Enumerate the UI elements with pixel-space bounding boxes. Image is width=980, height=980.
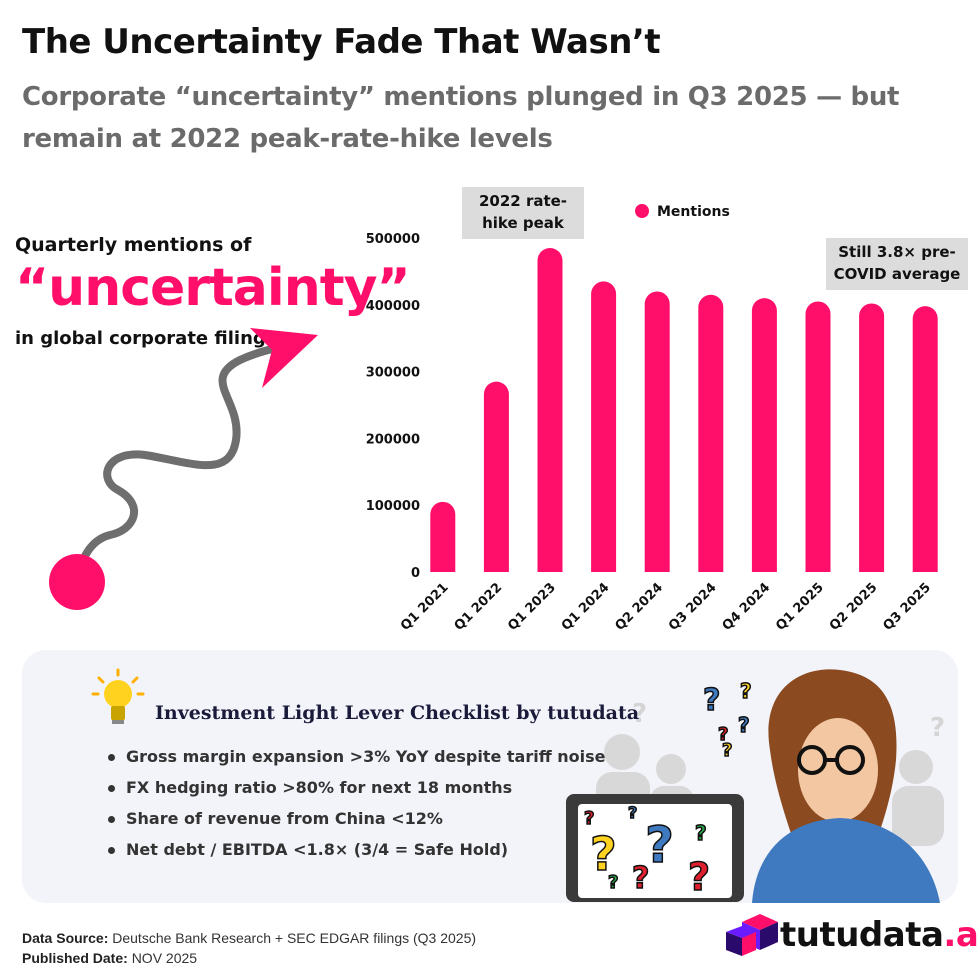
brand-suffix: .ai [943, 915, 980, 955]
bar [751, 298, 777, 572]
bar [805, 301, 831, 572]
bar [483, 381, 509, 572]
y-tick-label: 400000 [366, 299, 420, 314]
annotation-background [462, 187, 584, 239]
data-source-label: Data Source: [22, 930, 109, 946]
published-date-label: Published Date: [22, 950, 128, 966]
bar [537, 248, 563, 572]
annotation-text: hike peak [482, 214, 565, 232]
x-axis: Q1 2021 Q1 2022 Q1 2023 Q1 2024 Q2 2024 Q3 20… [398, 580, 934, 634]
annotation-box: 2022 rate-hike peak [462, 187, 584, 239]
legend-swatch [635, 204, 649, 218]
x-tick-label: Q3 2025 [880, 580, 934, 634]
y-axis: 0 100000 200000 300000 400000 500000 [366, 232, 420, 581]
x-tick-label: Q1 2022 [452, 580, 506, 634]
bar [430, 501, 456, 572]
checklist-item: FX hedging ratio >80% for next 18 months [106, 775, 606, 806]
bar [912, 306, 938, 572]
y-tick-label: 300000 [366, 366, 420, 381]
x-tick-label: Q3 2024 [666, 580, 720, 634]
arrow-icon [49, 328, 318, 610]
checklist-list: Gross margin expansion >3% YoY despite t… [106, 744, 606, 868]
x-tick-label: Q1 2024 [559, 580, 613, 634]
legend: Mentions [635, 204, 730, 220]
x-tick-label: Q1 2025 [773, 580, 827, 634]
side-label-keyword: “uncertainty” [15, 258, 411, 318]
x-tick-label: Q2 2024 [612, 580, 666, 634]
annotation-text: 2022 rate- [479, 192, 567, 210]
data-source: Data Source: Deutsche Bank Research + SE… [22, 930, 476, 946]
bar [644, 291, 670, 572]
x-tick-label: Q1 2023 [505, 580, 559, 634]
annotations: 2022 rate-hike peak Still 3.8× pre- COVID … [462, 187, 968, 290]
y-tick-label: 100000 [366, 499, 420, 514]
page-title: The Uncertainty Fade That Wasn’t [22, 22, 661, 62]
y-tick-label: 0 [411, 566, 420, 581]
checklist-item: Net debt / EBITDA <1.8× (3/4 = Safe Hold… [106, 837, 606, 868]
bar [698, 294, 724, 572]
legend-label: Mentions [657, 204, 730, 220]
y-tick-label: 200000 [366, 432, 420, 447]
x-tick-label: Q4 2024 [720, 580, 774, 634]
bars-group [430, 248, 938, 572]
x-tick-label: Q2 2025 [827, 580, 881, 634]
published-date-text: NOV 2025 [131, 950, 198, 966]
brand-logo: tutudata.ai [780, 915, 980, 955]
side-label-bottom: in global corporate filings [15, 328, 277, 349]
bar [859, 303, 885, 572]
annotation-text: Still 3.8× pre- [838, 243, 956, 261]
annotation-box: Still 3.8× pre- COVID average [826, 238, 968, 290]
checklist-title: Investment Light Lever Checklist by tutu… [155, 702, 640, 724]
page-subtitle: Corporate “uncertainty” mentions plunged… [22, 82, 900, 154]
x-tick-label: Q1 2021 [398, 580, 452, 634]
y-tick-label: 500000 [366, 232, 420, 247]
brand-name: tutudata [780, 915, 944, 955]
bar [591, 281, 617, 572]
annotation-text: COVID average [834, 265, 961, 283]
checklist-item: Share of revenue from China <12% [106, 806, 606, 837]
annotation-background [826, 238, 968, 290]
published-date: Published Date: NOV 2025 [22, 950, 197, 966]
data-source-text: Deutsche Bank Research + SEC EDGAR filin… [112, 930, 477, 946]
checklist-item: Gross margin expansion >3% YoY despite t… [106, 744, 606, 775]
side-label-top: Quarterly mentions of [15, 234, 252, 256]
